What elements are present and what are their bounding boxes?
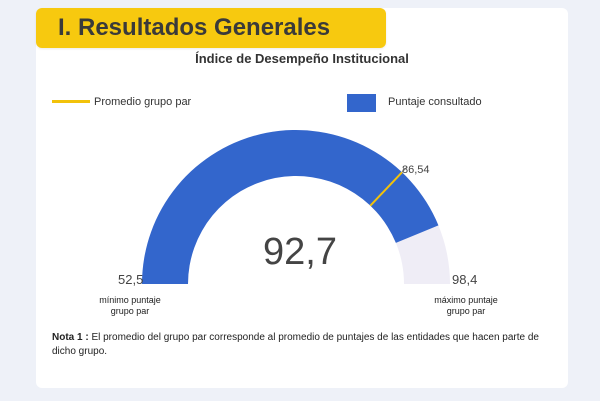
peer-average-tick: [401, 166, 408, 173]
min-caption: mínimo puntaje grupo par: [88, 295, 172, 317]
section-title: I. Resultados Generales: [58, 14, 331, 41]
footnote: Nota 1 : El promedio del grupo par corre…: [52, 331, 552, 359]
max-caption-line-1: máximo puntaje: [434, 295, 498, 305]
footnote-text: El promedio del grupo par corresponde al…: [52, 332, 539, 357]
legend-peer-average-swatch: [52, 100, 90, 103]
min-caption-line-2: grupo par: [110, 306, 150, 316]
max-caption-line-2: grupo par: [446, 306, 486, 316]
results-card: [36, 8, 568, 388]
gauge-value: 92,7: [263, 231, 337, 273]
section-header-banner: [36, 8, 386, 48]
max-caption: máximo puntaje grupo par: [424, 295, 508, 317]
gauge-max-value: 98,4: [452, 272, 478, 287]
peer-average-marker: [369, 171, 403, 207]
min-caption-line-1: mínimo puntaje: [99, 295, 161, 305]
gauge-min-value: 52,5: [118, 272, 144, 287]
legend-score-label: Puntaje consultado: [388, 96, 482, 108]
gauge-value-arc: [142, 129, 439, 284]
peer-average-value: 86,54: [402, 164, 430, 176]
footnote-label: Nota 1 :: [52, 332, 89, 343]
legend-peer-average-label: Promedio grupo par: [94, 96, 192, 108]
chart-title: Índice de Desempeño Institucional: [195, 51, 409, 66]
legend-score-swatch: [347, 94, 376, 112]
